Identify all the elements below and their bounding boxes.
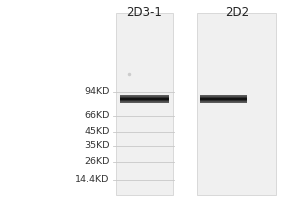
Bar — [200, 97, 247, 98]
Bar — [120, 102, 169, 103]
Bar — [200, 95, 247, 96]
Bar — [200, 102, 247, 103]
Text: 2D3-1: 2D3-1 — [126, 6, 162, 19]
Bar — [120, 102, 169, 103]
Bar — [120, 100, 169, 101]
Bar — [120, 95, 169, 96]
Bar — [200, 100, 247, 101]
Text: 94KD: 94KD — [84, 88, 110, 97]
Bar — [200, 98, 247, 99]
Bar — [116, 13, 172, 195]
Bar — [200, 98, 247, 99]
Bar — [200, 96, 247, 97]
Bar — [120, 96, 169, 97]
Text: 14.4KD: 14.4KD — [75, 176, 110, 184]
Text: 45KD: 45KD — [84, 128, 110, 136]
Text: 35KD: 35KD — [84, 142, 110, 150]
Bar — [120, 98, 169, 99]
Bar — [200, 102, 247, 103]
Bar — [196, 13, 276, 195]
Bar — [200, 99, 247, 100]
Bar — [200, 101, 247, 102]
Bar — [120, 97, 169, 98]
Bar — [120, 99, 169, 100]
Text: 66KD: 66KD — [84, 111, 110, 120]
Bar — [120, 98, 169, 99]
Bar — [120, 101, 169, 102]
Text: 26KD: 26KD — [84, 158, 110, 166]
Text: 2D2: 2D2 — [225, 6, 249, 19]
